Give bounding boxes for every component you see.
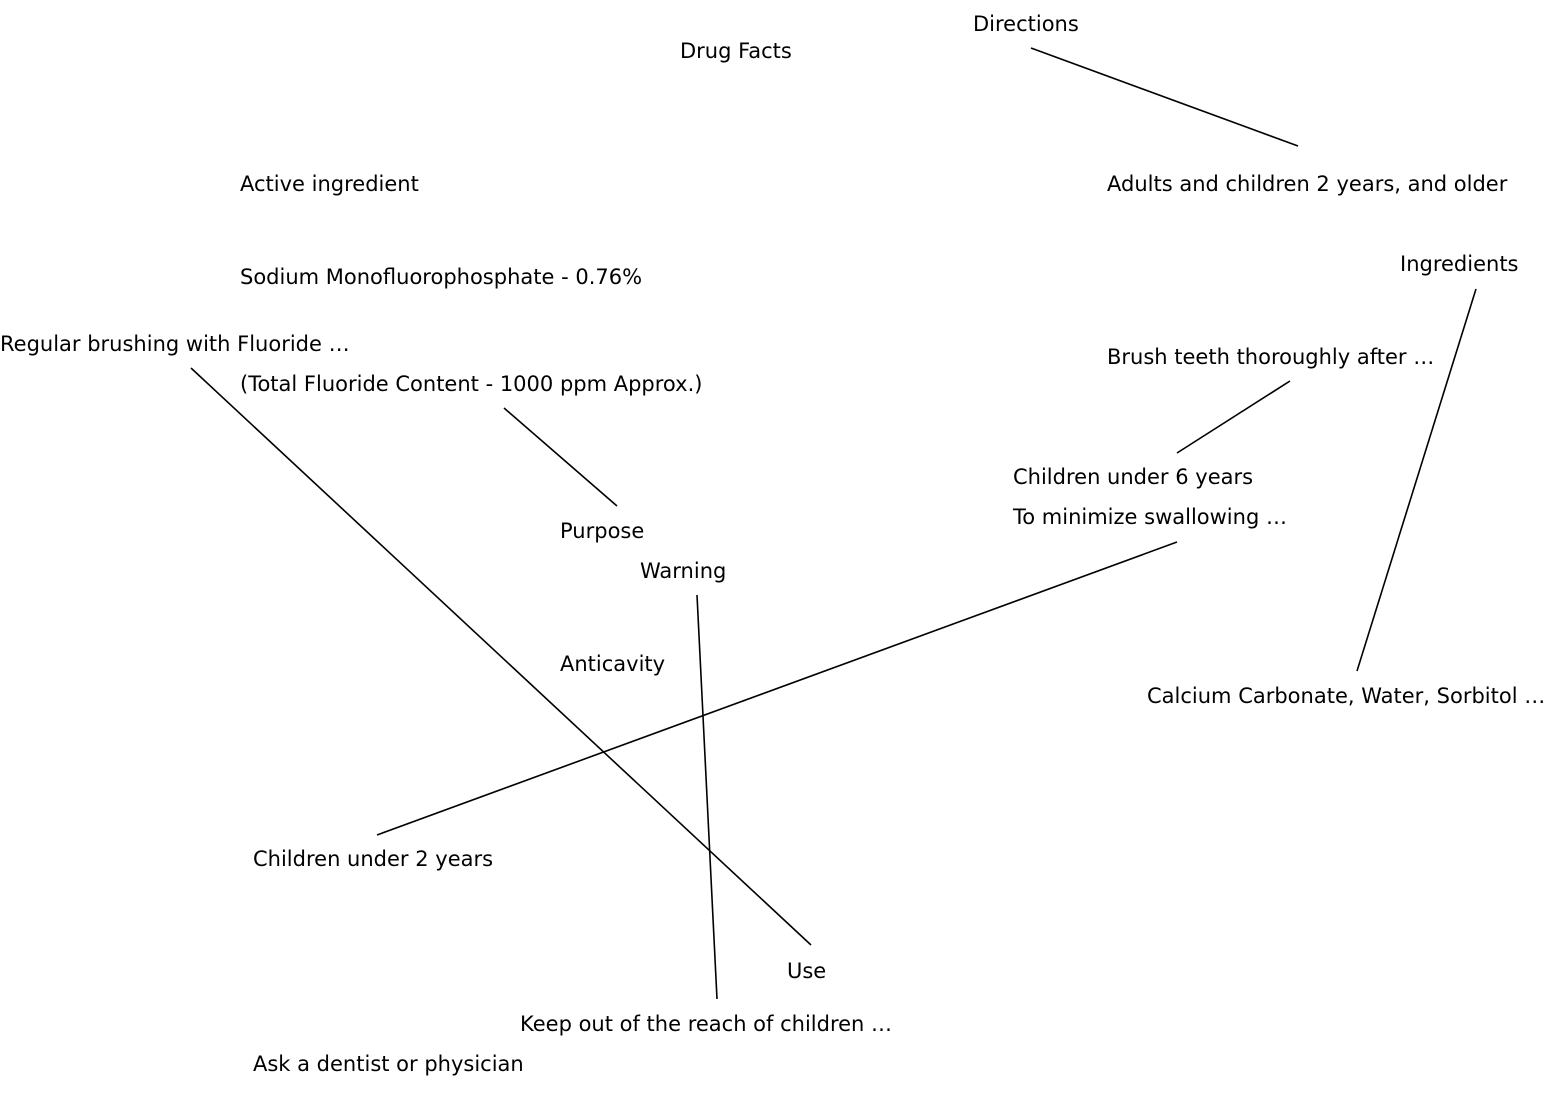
- label-ingredients: Ingredients: [1400, 252, 1519, 276]
- label-warning: Warning: [640, 559, 727, 583]
- label-calcium-carbonate: Calcium Carbonate, Water, Sorbitol …: [1147, 684, 1546, 708]
- connector-minimize-swallowing-to-children-under-2: [376, 541, 1178, 836]
- label-children-under-6: Children under 6 years: [1013, 465, 1254, 489]
- label-brush-teeth: Brush teeth thoroughly after …: [1107, 345, 1435, 369]
- label-purpose: Purpose: [560, 519, 645, 543]
- label-adults-children: Adults and children 2 years, and older: [1107, 172, 1508, 196]
- label-active-ingredient: Active ingredient: [240, 172, 419, 196]
- label-keep-out: Keep out of the reach of children …: [520, 1012, 893, 1036]
- connector-total-fluoride-to-purpose: [503, 407, 618, 507]
- connector-regular-brushing-to-use: [190, 367, 812, 946]
- connector-ingredients-to-calcium-carbonate: [1356, 288, 1477, 672]
- label-minimize-swallowing: To minimize swallowing …: [1013, 505, 1287, 529]
- label-sodium-mfp: Sodium Monofluorophosphate - 0.76%: [240, 265, 643, 289]
- label-children-under-2: Children under 2 years: [253, 847, 494, 871]
- connector-directions-to-adults-children: [1030, 47, 1299, 147]
- label-total-fluoride: (Total Fluoride Content - 1000 ppm Appro…: [240, 372, 703, 396]
- label-use: Use: [787, 959, 827, 983]
- label-regular-brushing: Regular brushing with Fluoride …: [0, 332, 350, 356]
- label-anticavity: Anticavity: [560, 652, 666, 676]
- label-directions: Directions: [973, 12, 1079, 36]
- label-ask-dentist: Ask a dentist or physician: [253, 1052, 524, 1076]
- connector-warning-to-keep-out: [696, 594, 718, 1000]
- label-drug-facts: Drug Facts: [680, 39, 792, 63]
- connector-brush-teeth-to-children-under-6: [1176, 380, 1291, 454]
